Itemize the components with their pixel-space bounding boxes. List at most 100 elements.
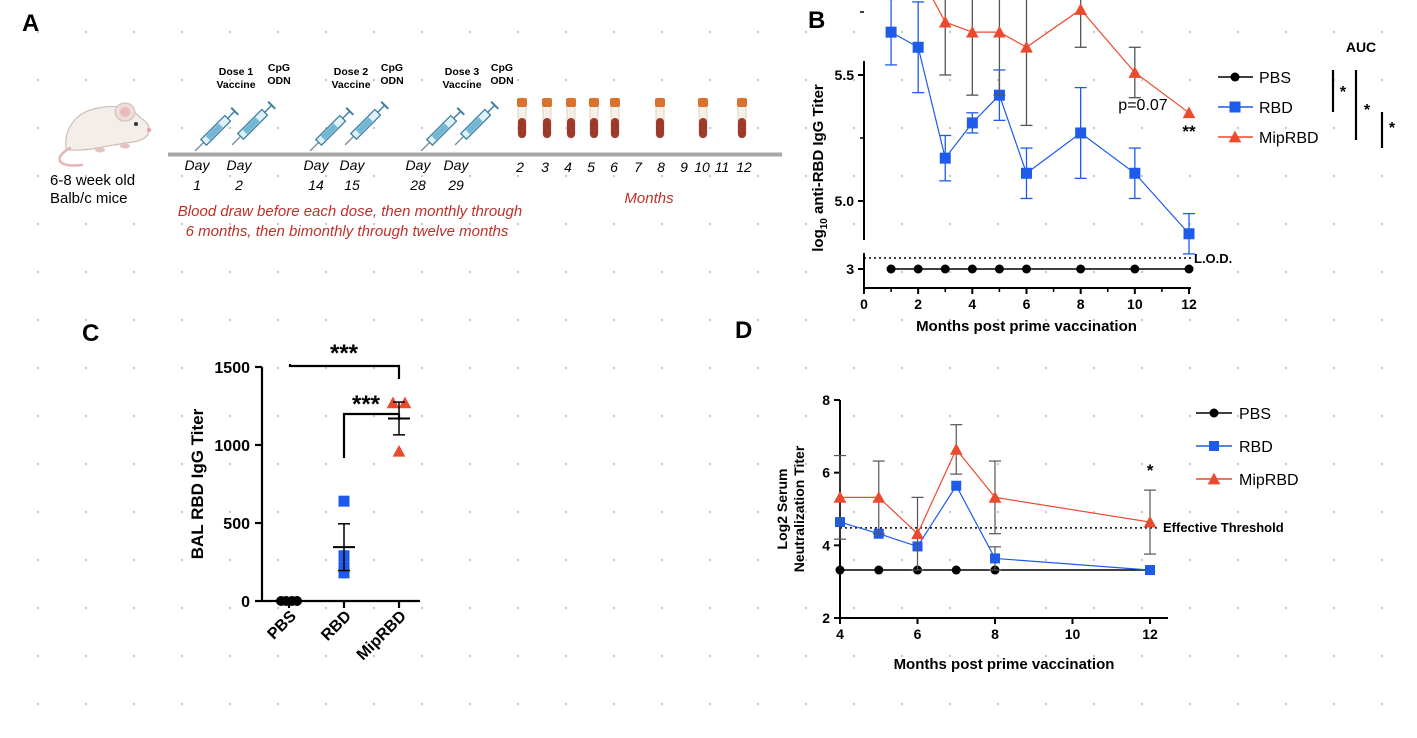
day-word: Day bbox=[185, 157, 211, 173]
legend-label: RBD bbox=[1259, 100, 1293, 117]
blood-tube-icon bbox=[737, 97, 747, 139]
blood-draw-line2: 6 months, then bimonthly through twelve … bbox=[186, 223, 509, 240]
legend-label: MipRBD bbox=[1239, 472, 1299, 489]
miprbd-point bbox=[938, 15, 952, 28]
threshold-label: Effective Threshold bbox=[1163, 520, 1284, 535]
dose-1-cpg-line1: CpG bbox=[268, 62, 290, 74]
dose-2-cpg-line1: CpG bbox=[381, 62, 403, 74]
panel-b: B AUC * * * 35.05.56.0024681012Months po… bbox=[808, 0, 1396, 335]
x-axis-label: Months post prime vaccination bbox=[916, 318, 1137, 335]
miprbd-point bbox=[872, 491, 886, 503]
y-tick-label: 6 bbox=[822, 465, 830, 481]
day-number: 15 bbox=[344, 177, 360, 193]
rbd-point bbox=[990, 553, 1000, 564]
legend-marker-miprbd bbox=[1207, 472, 1221, 485]
y-tick-label: 0 bbox=[241, 594, 250, 611]
blood-tube-icon bbox=[517, 97, 527, 139]
rbd-point bbox=[1145, 565, 1155, 576]
sig-pbs-vs-mip: *** bbox=[330, 340, 359, 367]
blood-tube-icon bbox=[698, 97, 708, 139]
day-number: 29 bbox=[447, 177, 464, 193]
legend-label: PBS bbox=[1239, 406, 1271, 423]
month-number: 9 bbox=[680, 159, 688, 175]
x-tick-label: 0 bbox=[860, 296, 868, 312]
miprbd-point bbox=[1020, 40, 1033, 53]
rbd-point bbox=[885, 26, 897, 38]
pbs-point bbox=[886, 264, 896, 274]
pbs-point bbox=[913, 264, 923, 274]
legend-label: PBS bbox=[1259, 70, 1291, 87]
dose-2-vaccine-line2: Vaccine bbox=[331, 79, 370, 91]
pbs-point bbox=[1130, 264, 1140, 274]
y-tick-label: 5.5 bbox=[835, 67, 855, 83]
month-number: 6 bbox=[610, 159, 618, 175]
rbd-line bbox=[890, 31, 1190, 235]
miprbd-point bbox=[1143, 515, 1157, 528]
legend-marker-pbs bbox=[1209, 408, 1219, 418]
rbd-line bbox=[839, 484, 1151, 571]
y-tick-label: 2 bbox=[822, 610, 830, 626]
rbd-point bbox=[951, 480, 962, 491]
dose-1-vaccine-line2: Vaccine bbox=[216, 79, 255, 91]
x-tick-label: 6 bbox=[914, 626, 922, 642]
miprbd-point bbox=[993, 25, 1006, 38]
y-axis-label: log10 anti-RBD IgG Titer bbox=[810, 84, 830, 252]
day-word: Day bbox=[227, 157, 253, 173]
y-tick-label: 1000 bbox=[214, 438, 250, 455]
panel-a: A 6-8 week old Balb/c mice Dose 1Vaccine… bbox=[22, 10, 782, 240]
pbs-point bbox=[1076, 264, 1086, 274]
month-number: 4 bbox=[564, 159, 572, 175]
day-word: Day bbox=[406, 157, 432, 173]
y-tick-label: 3 bbox=[846, 261, 854, 277]
day-word: Day bbox=[304, 157, 330, 173]
dose-3-vaccine-line1: Dose 3 bbox=[445, 66, 480, 78]
x-tick-label: 12 bbox=[1181, 296, 1197, 312]
miprbd-point bbox=[1128, 66, 1142, 78]
rbd-point bbox=[912, 41, 924, 53]
miprbd-point bbox=[1182, 106, 1196, 119]
month-number: 8 bbox=[657, 159, 665, 175]
y-tick-label: 4 bbox=[822, 537, 830, 553]
x-tick-label: 6 bbox=[1023, 296, 1031, 312]
x-tick-label: RBD bbox=[318, 608, 355, 645]
rbd-point bbox=[1129, 167, 1141, 179]
rbd-point bbox=[1183, 228, 1195, 240]
pbs-point bbox=[940, 264, 950, 274]
sig-rbd-vs-mip: *** bbox=[352, 391, 381, 418]
legend-label: MipRBD bbox=[1259, 130, 1319, 147]
day-word: Day bbox=[340, 157, 366, 173]
y-tick-label: 8 bbox=[822, 392, 830, 408]
month-number: 12 bbox=[736, 159, 752, 175]
y-tick-label: 500 bbox=[223, 516, 250, 533]
auc-sig-1: * bbox=[1340, 84, 1347, 101]
day-number: 1 bbox=[193, 177, 201, 193]
panel-d-label: D bbox=[735, 317, 752, 344]
rbd-point bbox=[966, 117, 978, 129]
pbs-point bbox=[994, 264, 1004, 274]
month-number: 11 bbox=[715, 159, 730, 175]
rbd-point bbox=[1075, 127, 1087, 139]
auc-significance-brackets: * * * bbox=[1331, 70, 1396, 148]
day-word: Day bbox=[444, 157, 470, 173]
miprbd-line bbox=[840, 448, 1151, 535]
panel-c-label: C bbox=[82, 320, 99, 347]
blood-tube-icon bbox=[566, 97, 576, 139]
x-tick-label: 4 bbox=[836, 626, 844, 642]
month-number: 7 bbox=[634, 159, 643, 175]
panel-b-label: B bbox=[808, 7, 825, 34]
legend-marker-rbd bbox=[1209, 441, 1219, 451]
auc-label: AUC bbox=[1346, 39, 1376, 55]
rbd-point bbox=[338, 567, 350, 579]
x-tick-label: 8 bbox=[991, 626, 999, 642]
rbd-point bbox=[939, 152, 951, 164]
pbs-point bbox=[951, 565, 961, 575]
syringe-icon bbox=[344, 101, 389, 146]
pbs-point bbox=[967, 264, 977, 274]
miprbd-point bbox=[966, 25, 979, 38]
months-label: Months bbox=[624, 190, 674, 207]
rbd-point bbox=[338, 495, 350, 507]
dose-1-cpg-line2: ODN bbox=[267, 75, 290, 87]
x-tick-label: 4 bbox=[968, 296, 976, 312]
auc-sig-2: * bbox=[1364, 102, 1371, 119]
